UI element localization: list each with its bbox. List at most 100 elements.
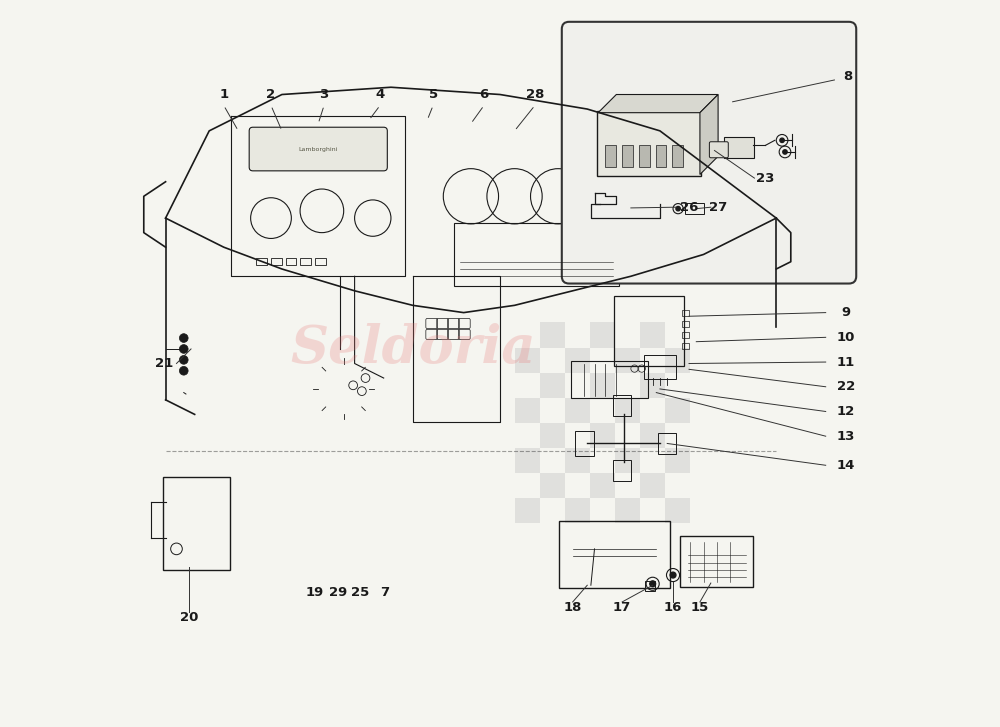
- Text: 29: 29: [329, 586, 348, 599]
- FancyBboxPatch shape: [565, 473, 590, 498]
- FancyBboxPatch shape: [615, 398, 640, 423]
- FancyBboxPatch shape: [656, 145, 666, 167]
- FancyBboxPatch shape: [640, 423, 665, 448]
- Text: 19: 19: [305, 586, 324, 599]
- FancyBboxPatch shape: [565, 423, 590, 448]
- FancyBboxPatch shape: [540, 348, 565, 373]
- FancyBboxPatch shape: [562, 22, 856, 284]
- Circle shape: [670, 572, 676, 578]
- Text: 16: 16: [664, 601, 682, 614]
- Text: 21: 21: [155, 357, 173, 370]
- Text: 5: 5: [429, 88, 438, 101]
- Circle shape: [650, 581, 656, 587]
- Text: 4: 4: [375, 88, 385, 101]
- FancyBboxPatch shape: [565, 498, 590, 523]
- FancyBboxPatch shape: [665, 473, 690, 498]
- FancyBboxPatch shape: [515, 348, 540, 373]
- FancyBboxPatch shape: [565, 323, 590, 348]
- FancyBboxPatch shape: [540, 398, 565, 423]
- FancyBboxPatch shape: [590, 323, 615, 348]
- FancyBboxPatch shape: [515, 423, 540, 448]
- Text: Seldoria: Seldoria: [290, 324, 536, 374]
- Text: 15: 15: [691, 601, 709, 614]
- FancyBboxPatch shape: [515, 373, 540, 398]
- FancyBboxPatch shape: [615, 323, 640, 348]
- Text: 3: 3: [319, 88, 329, 101]
- FancyBboxPatch shape: [640, 448, 665, 473]
- FancyBboxPatch shape: [565, 398, 590, 423]
- Text: 6: 6: [479, 88, 489, 101]
- FancyBboxPatch shape: [615, 348, 640, 373]
- Text: 1: 1: [219, 88, 228, 101]
- FancyBboxPatch shape: [665, 348, 690, 373]
- FancyBboxPatch shape: [640, 323, 665, 348]
- Text: 28: 28: [526, 88, 544, 101]
- Circle shape: [179, 356, 188, 364]
- FancyBboxPatch shape: [640, 373, 665, 398]
- FancyBboxPatch shape: [565, 373, 590, 398]
- FancyBboxPatch shape: [665, 398, 690, 423]
- FancyBboxPatch shape: [565, 348, 590, 373]
- FancyBboxPatch shape: [640, 473, 665, 498]
- FancyBboxPatch shape: [540, 373, 565, 398]
- FancyBboxPatch shape: [515, 498, 540, 523]
- Circle shape: [783, 150, 787, 154]
- FancyBboxPatch shape: [615, 498, 640, 523]
- FancyBboxPatch shape: [590, 398, 615, 423]
- Text: 12: 12: [837, 405, 855, 418]
- FancyBboxPatch shape: [540, 473, 565, 498]
- FancyBboxPatch shape: [565, 448, 590, 473]
- Circle shape: [780, 138, 784, 142]
- Text: 14: 14: [837, 459, 855, 472]
- Text: 22: 22: [837, 380, 855, 393]
- FancyBboxPatch shape: [590, 448, 615, 473]
- Text: 27: 27: [709, 201, 727, 214]
- FancyBboxPatch shape: [515, 323, 540, 348]
- Circle shape: [179, 366, 188, 375]
- Polygon shape: [700, 95, 718, 174]
- FancyBboxPatch shape: [540, 423, 565, 448]
- FancyBboxPatch shape: [672, 145, 683, 167]
- FancyBboxPatch shape: [615, 423, 640, 448]
- FancyBboxPatch shape: [590, 373, 615, 398]
- Text: 13: 13: [837, 430, 855, 443]
- FancyBboxPatch shape: [665, 498, 690, 523]
- Circle shape: [676, 206, 680, 211]
- Polygon shape: [598, 95, 718, 113]
- Text: 7: 7: [381, 586, 390, 599]
- FancyBboxPatch shape: [640, 498, 665, 523]
- Text: 20: 20: [180, 611, 198, 624]
- FancyBboxPatch shape: [597, 111, 701, 176]
- FancyBboxPatch shape: [515, 473, 540, 498]
- FancyBboxPatch shape: [665, 373, 690, 398]
- Text: Lamborghini: Lamborghini: [299, 147, 338, 151]
- Text: 2: 2: [266, 88, 276, 101]
- FancyBboxPatch shape: [590, 498, 615, 523]
- FancyBboxPatch shape: [665, 448, 690, 473]
- FancyBboxPatch shape: [515, 398, 540, 423]
- FancyBboxPatch shape: [515, 448, 540, 473]
- FancyBboxPatch shape: [249, 127, 387, 171]
- FancyBboxPatch shape: [590, 473, 615, 498]
- Text: 23: 23: [756, 172, 775, 185]
- FancyBboxPatch shape: [615, 373, 640, 398]
- FancyBboxPatch shape: [615, 473, 640, 498]
- FancyBboxPatch shape: [640, 348, 665, 373]
- Text: 9: 9: [841, 306, 851, 319]
- FancyBboxPatch shape: [724, 137, 754, 158]
- FancyBboxPatch shape: [615, 448, 640, 473]
- Circle shape: [179, 334, 188, 342]
- Text: 25: 25: [351, 586, 370, 599]
- FancyBboxPatch shape: [540, 323, 565, 348]
- Text: 8: 8: [843, 70, 852, 83]
- FancyBboxPatch shape: [665, 423, 690, 448]
- Text: 18: 18: [564, 601, 582, 614]
- FancyBboxPatch shape: [605, 145, 616, 167]
- FancyBboxPatch shape: [709, 142, 728, 158]
- Text: 11: 11: [837, 356, 855, 369]
- FancyBboxPatch shape: [665, 323, 690, 348]
- FancyBboxPatch shape: [639, 145, 650, 167]
- FancyBboxPatch shape: [540, 448, 565, 473]
- Text: 17: 17: [613, 601, 631, 614]
- Text: 10: 10: [837, 331, 855, 344]
